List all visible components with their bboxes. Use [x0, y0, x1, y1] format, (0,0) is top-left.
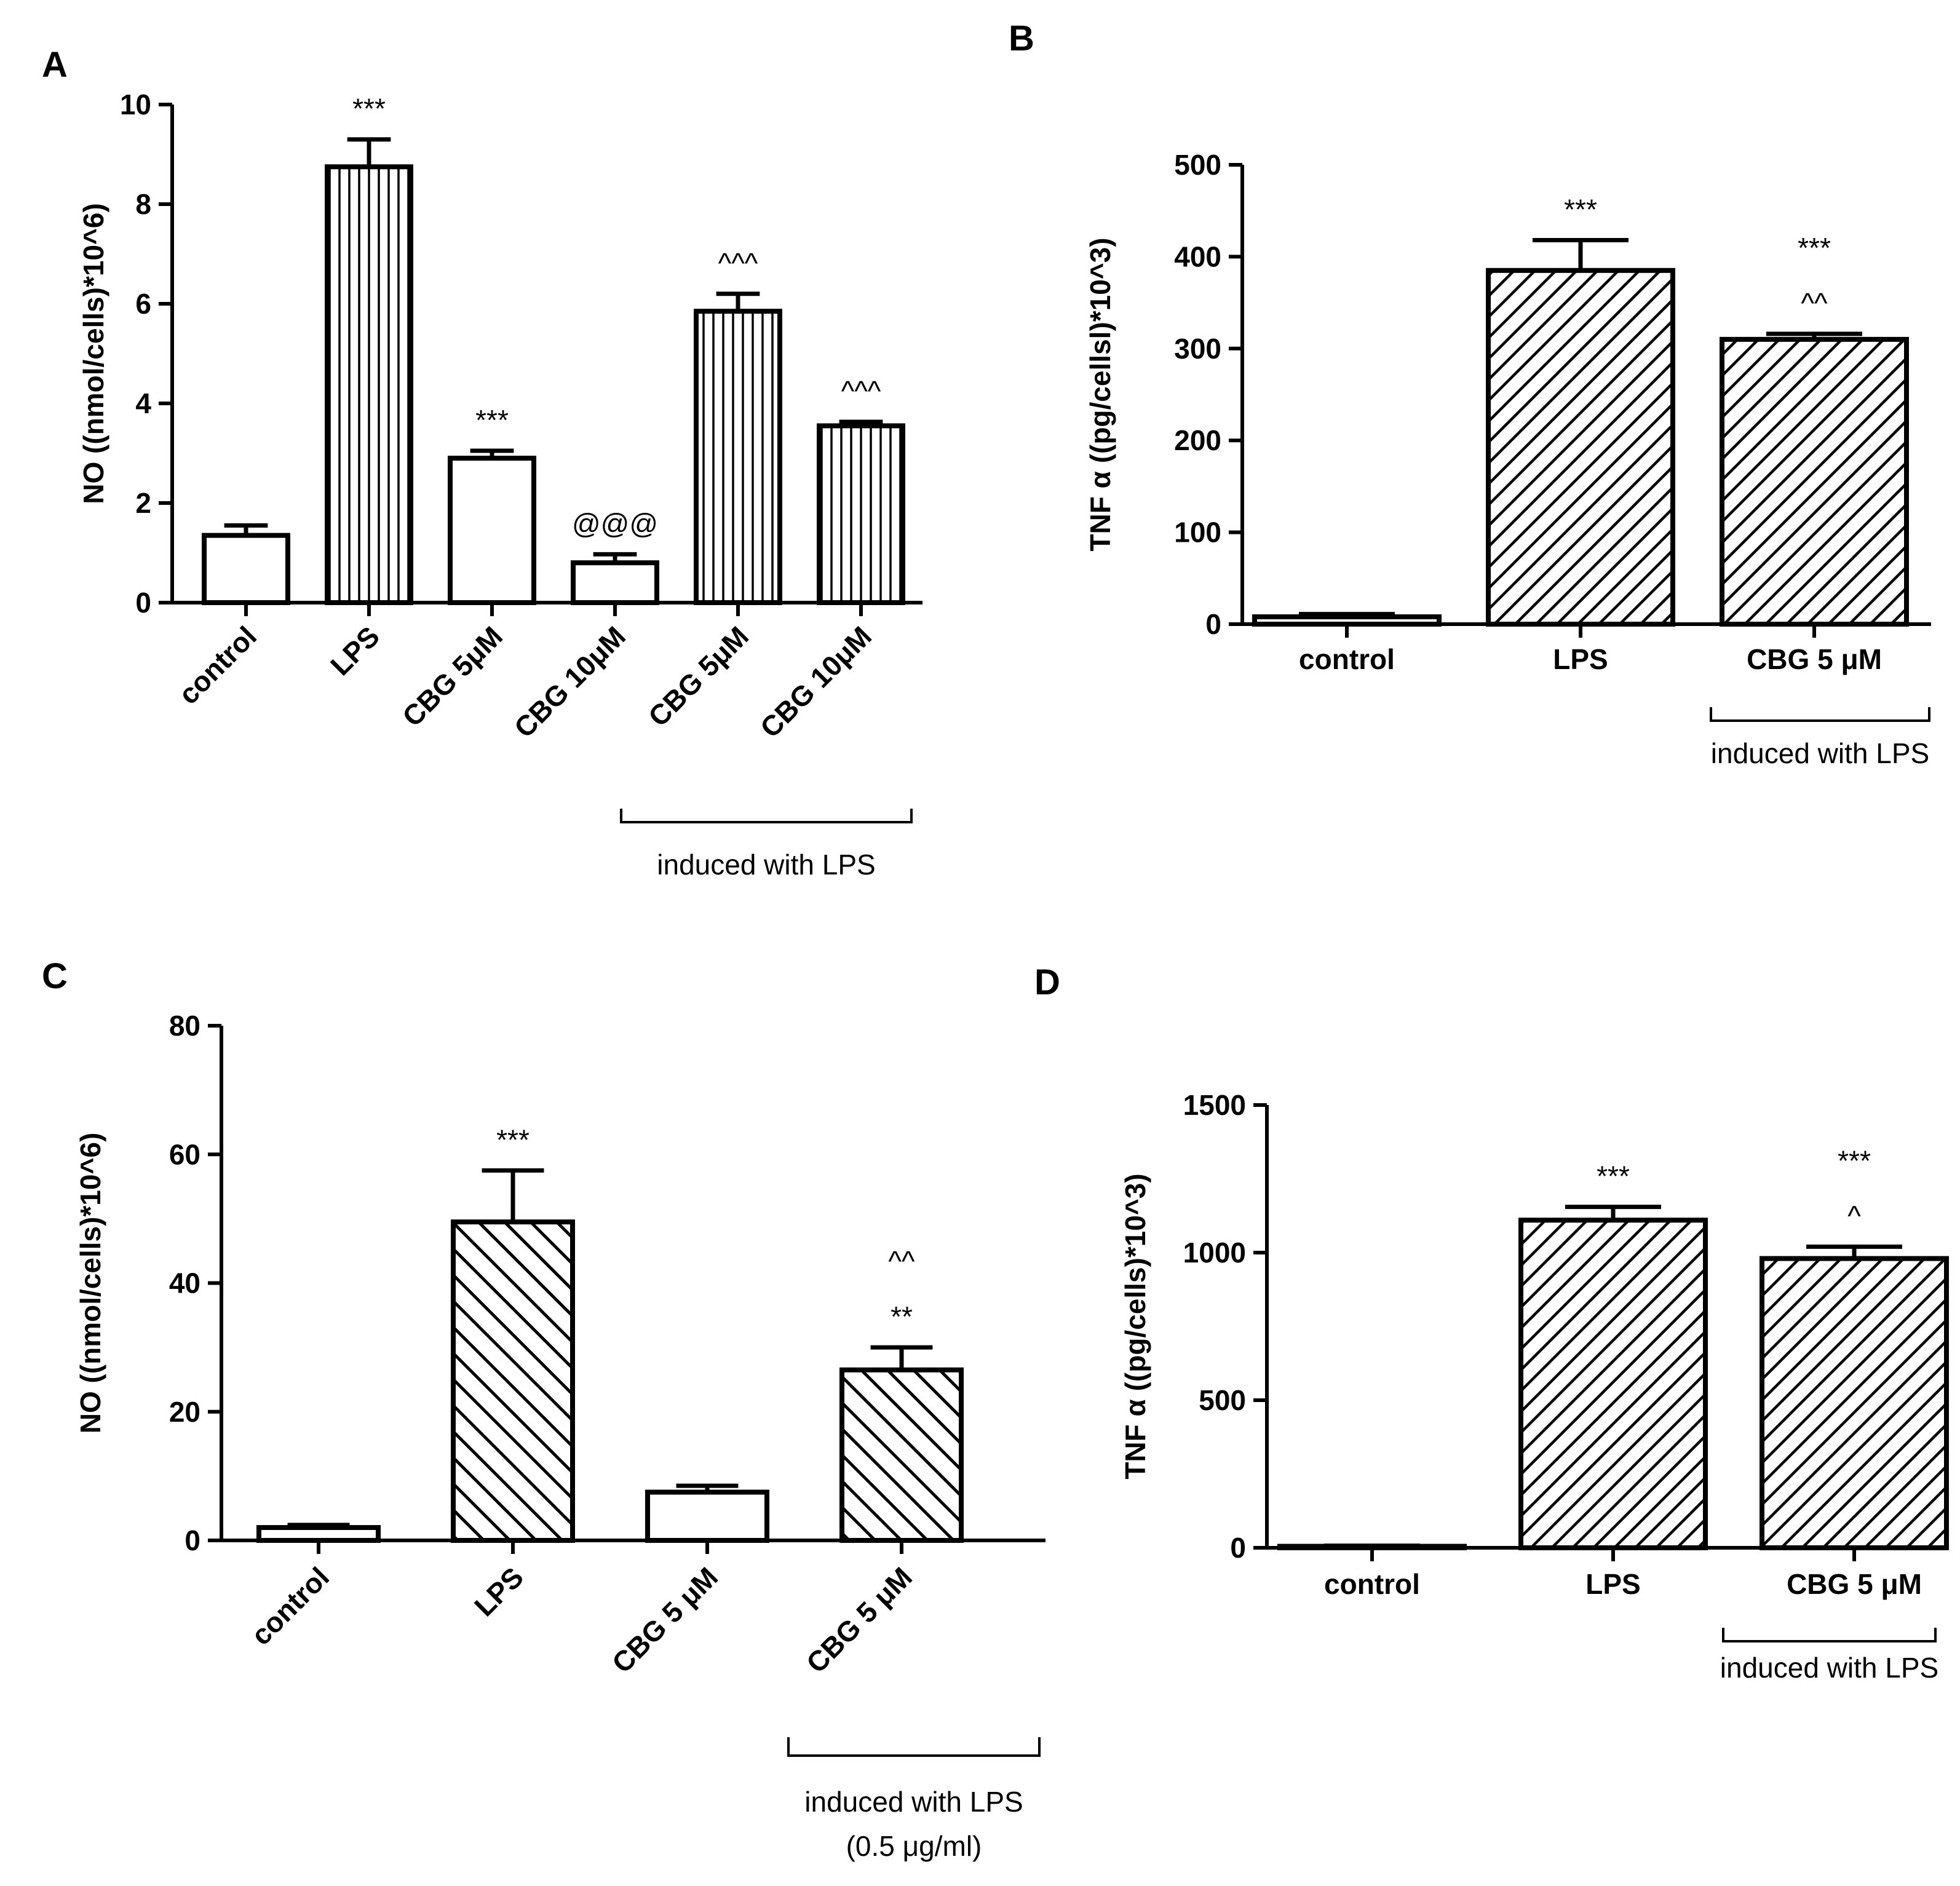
significance-marker-c: *** [496, 1123, 530, 1155]
bar-a-0 [202, 533, 290, 606]
y-tick-label-b: 0 [1205, 608, 1221, 640]
y-tick-label-b: 400 [1174, 240, 1221, 272]
category-label-d: CBG 5 μM [1787, 1568, 1922, 1600]
category-label-c: control [245, 1561, 335, 1651]
bar-a-5 [817, 423, 905, 605]
category-label-a: CBG 5μM [642, 620, 755, 732]
significance-marker-a: @@@ [572, 507, 658, 539]
y-tick-label-d: 0 [1230, 1532, 1246, 1564]
y-tick-label-d: 1500 [1183, 1089, 1246, 1121]
bracket-label-a: induced with LPS [657, 849, 875, 881]
bar-a-1 [325, 164, 413, 605]
bar-d-0 [1277, 1543, 1467, 1551]
y-tick-label-a: 2 [135, 487, 151, 519]
category-label-a: CBG 10μM [508, 620, 632, 743]
y-tick-label-b: 300 [1174, 333, 1221, 365]
significance-marker-d: *** [1838, 1144, 1871, 1176]
panel-letter-d: D [1034, 962, 1060, 1002]
y-tick-label-a: 6 [135, 288, 151, 320]
significance-marker-d: *** [1597, 1160, 1630, 1192]
bracket-sublabel-c: (0.5 μg/ml) [846, 1830, 982, 1862]
category-label-a: LPS [324, 620, 386, 681]
bar-b-0 [1252, 614, 1442, 627]
bar-a-2 [448, 456, 536, 605]
panel-letter-c: C [42, 956, 68, 996]
bar-c-0 [256, 1525, 381, 1543]
y-tick-label-c: 20 [169, 1396, 200, 1428]
significance-marker-a: ^^^ [841, 375, 881, 407]
y-tick-label-a: 4 [135, 387, 151, 419]
category-label-a: control [172, 620, 263, 710]
significance-marker-b: *** [1564, 194, 1597, 226]
bar-d-2 [1760, 1256, 1949, 1550]
y-axis-title-b: TNF α ((pg/cellsl)*10^3) [1084, 237, 1116, 551]
panel-letter-a: A [42, 45, 68, 85]
significance-marker-d: ^ [1847, 1200, 1861, 1232]
category-label-c: CBG 5 μM [606, 1561, 724, 1679]
y-tick-label-b: 200 [1174, 424, 1221, 456]
y-axis-title-d: TNF α ((pg/cells)*10^3) [1119, 1173, 1151, 1479]
bracket-label-b: induced with LPS [1711, 737, 1929, 769]
chart-panel-b: B 0 100 200 300 400 500 TNF α ((pg/cellsl)*10^3… [1009, 18, 1931, 769]
y-tick-label-d: 1000 [1183, 1237, 1246, 1269]
category-label-b: LPS [1553, 643, 1608, 675]
panel-letter-b: B [1009, 18, 1034, 58]
bracket-b [1710, 707, 1930, 722]
bar-c-1 [451, 1219, 575, 1543]
y-tick-label-c: 60 [169, 1138, 200, 1170]
y-axis-title-c: NO ((nmol/cells)*10^6) [74, 1133, 106, 1434]
bar-b-1 [1486, 267, 1675, 627]
category-label-b: control [1299, 643, 1395, 675]
category-label-a: CBG 10μM [754, 620, 878, 743]
significance-marker-c: ** [891, 1301, 913, 1333]
y-tick-label-b: 500 [1174, 149, 1221, 181]
y-tick-label-a: 0 [135, 587, 151, 619]
bracket-c [787, 1737, 1041, 1757]
chart-panel-a: A 0 2 4 6 8 10 NO ((nmol/cells)*10^6) control LPS… [42, 45, 922, 881]
category-label-c: LPS [468, 1561, 530, 1622]
y-tick-label-c: 0 [184, 1524, 200, 1556]
category-label-c: CBG 5 μM [800, 1561, 918, 1679]
y-tick-label-c: 80 [169, 1010, 200, 1042]
y-tick-label-d: 500 [1199, 1384, 1246, 1416]
y-axis-title-a: NO ((nmol/cells)*10^6) [77, 203, 109, 504]
significance-marker-b: ^^ [1801, 287, 1828, 319]
bar-d-1 [1518, 1218, 1708, 1550]
significance-marker-a: ^^^ [718, 247, 758, 279]
bar-c-2 [645, 1489, 769, 1543]
category-label-b: CBG 5 μM [1747, 643, 1882, 675]
bracket-a [620, 809, 913, 823]
category-label-d: control [1324, 1568, 1420, 1600]
category-label-d: LPS [1585, 1568, 1640, 1600]
bracket-d [1722, 1628, 1937, 1642]
bar-b-2 [1720, 336, 1909, 627]
significance-marker-a: *** [352, 93, 386, 125]
y-tick-label-b: 100 [1174, 517, 1221, 549]
chart-panel-d: D 0 500 1000 1500 TNF α ((pg/cells)*10^3) cont… [1034, 962, 1949, 1684]
significance-marker-c: ^^ [888, 1245, 915, 1277]
bracket-label-c: induced with LPS [804, 1786, 1023, 1818]
y-tick-label-a: 8 [135, 188, 151, 220]
y-tick-label-a: 10 [120, 89, 151, 121]
chart-panel-c: C 0 20 40 60 80 NO ((nmol/cells)*10^6) control L… [42, 956, 1045, 1862]
y-tick-label-c: 40 [169, 1267, 200, 1299]
category-label-a: CBG 5μM [396, 620, 509, 732]
bracket-label-d: induced with LPS [1720, 1652, 1938, 1684]
significance-marker-b: *** [1798, 232, 1831, 264]
bar-a-3 [571, 560, 659, 606]
significance-marker-a: *** [475, 404, 509, 436]
bar-a-4 [694, 309, 782, 605]
bar-c-3 [839, 1367, 964, 1543]
